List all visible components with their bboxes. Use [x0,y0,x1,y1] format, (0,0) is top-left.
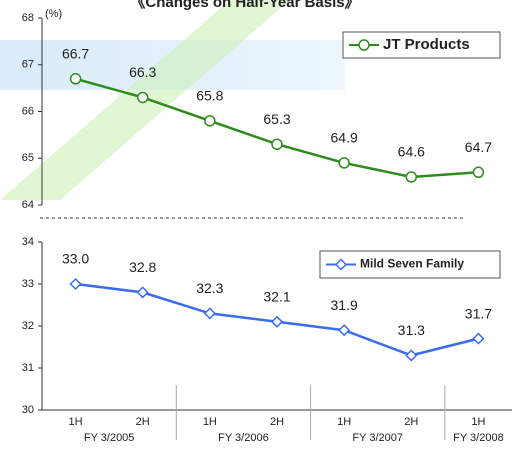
data-label: 32.1 [263,289,290,305]
data-point [405,171,418,183]
y-axis-label: (%) [45,8,62,20]
x-tick-label: 2H [136,416,150,428]
y-tick-label: 64 [22,199,34,211]
x-tick-label: 1H [69,416,83,428]
data-label: 33.0 [62,251,89,267]
data-label: 65.3 [263,111,290,127]
data-label: 31.3 [398,322,425,338]
data-label: 64.7 [465,139,492,155]
data-label: 64.6 [398,144,425,160]
y-tick-label: 34 [22,236,34,248]
data-label: 64.9 [331,130,358,146]
chart-title: 《Changes on Half-Year Basis》 [130,0,359,11]
x-tick-label: 2H [404,416,418,428]
data-label: 31.9 [331,297,358,313]
data-point [405,349,418,362]
data-label: 31.7 [465,305,492,321]
x-group-label: FY 3/2005 [84,432,135,444]
y-tick-label: 30 [22,404,34,416]
data-point [270,315,284,328]
y-tick-label: 33 [22,278,34,290]
data-point [204,115,216,127]
x-group-label: FY 3/2008 [453,432,504,444]
data-point [136,286,149,299]
data-label: 32.8 [129,259,156,275]
x-tick-label: 2H [270,416,284,428]
data-label: 66.7 [62,45,89,61]
x-tick-label: 1H [337,416,351,428]
data-point [271,138,283,150]
data-point [338,157,350,169]
x-group-label: FY 3/2007 [352,432,403,444]
y-tick-label: 68 [22,12,34,24]
y-tick-label: 31 [22,362,34,374]
data-point [69,277,82,291]
x-tick-label: 1H [203,416,217,428]
legend-label: JT Products [383,36,470,53]
y-tick-label: 65 [22,152,34,164]
data-label: 66.3 [129,64,156,80]
y-tick-label: 32 [22,320,34,332]
data-point [472,332,485,345]
data-point [338,324,351,337]
y-tick-label: 66 [22,105,34,117]
legend-marker [358,39,370,51]
data-point [472,166,485,179]
data-label: 32.3 [196,280,223,296]
x-group-label: FY 3/2006 [218,432,269,444]
data-label: 65.8 [196,88,223,104]
legend-marker [334,258,348,271]
y-tick-label: 67 [22,59,34,71]
x-tick-label: 1H [471,416,485,428]
legend-label: Mild Seven Family [360,257,464,271]
data-point [136,91,149,104]
data-point [69,73,82,85]
data-point [203,307,216,320]
